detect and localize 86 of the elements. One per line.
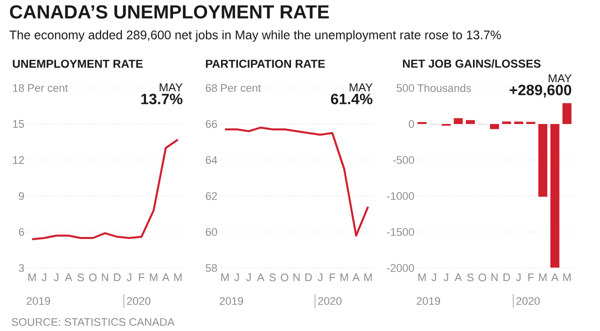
y-tick-label: 66 [206, 120, 217, 128]
x-tick-label: M [364, 274, 372, 282]
x-tick-label: J [126, 274, 132, 282]
bar [550, 124, 560, 268]
y-tick-label: 12 [13, 156, 24, 164]
x-tick-label: M [418, 274, 426, 282]
x-tick-label: J [516, 274, 521, 282]
x-tick-label: S [270, 274, 276, 282]
bar [466, 120, 475, 124]
x-tick-label: A [257, 274, 264, 282]
y-axis-title: Per cent [221, 84, 261, 92]
x-tick-label: J [234, 274, 239, 282]
x-tick-label: N [102, 274, 108, 282]
x-tick-label: F [528, 274, 534, 282]
text: 2020 [127, 297, 150, 305]
x-tick-label: D [114, 274, 121, 282]
x-tick-label: M [28, 274, 36, 282]
y-tick-label: -1000 [386, 192, 414, 200]
x-tick-label: D [504, 274, 510, 282]
text: 2019 [220, 297, 244, 305]
x-tick-label: N [293, 274, 300, 282]
x-tick-label: M [174, 274, 182, 282]
bar [502, 121, 512, 124]
y-tick-label: 15 [13, 120, 24, 128]
x-tick-label: A [551, 274, 559, 282]
x-tick-label: M [150, 274, 158, 282]
chart-title: NET JOB GAINS/LOSSES [402, 59, 541, 68]
y-tick-label: -500 [393, 156, 414, 164]
y-tick-label: -1500 [386, 228, 414, 236]
line-series [31, 138, 179, 240]
y-axis-title: Thousands [417, 84, 472, 92]
x-tick-label: J [444, 274, 448, 282]
x-tick-label: O [478, 274, 486, 282]
bar [538, 124, 548, 197]
source-note: SOURCE: STATISTICS CANADA [12, 318, 175, 326]
bar [454, 118, 463, 124]
x-tick-label: F [330, 274, 336, 282]
x-tick-label: A [162, 274, 170, 282]
annotation: +289,600 [510, 84, 572, 98]
x-tick-label: A [64, 274, 72, 282]
x-tick-label: M [340, 274, 348, 282]
text: The economy added 289,600 net jobs in May while the unemployment rate rose to 13.7% [9, 30, 501, 42]
x-tick-label: S [467, 274, 474, 282]
x-tick-label: N [491, 274, 498, 282]
y-tick-label: -2000 [386, 264, 414, 272]
x-tick-label: M [563, 274, 571, 282]
x-tick-label: J [318, 274, 322, 282]
text: 2019 [26, 297, 50, 305]
annotation: MAY [350, 83, 373, 92]
x-tick-label: J [246, 274, 251, 282]
y-tick-label: 64 [206, 156, 218, 164]
y-tick-label: 0 [408, 120, 414, 128]
y-tick-label: 6 [18, 228, 24, 236]
text: MAY [548, 74, 572, 82]
x-tick-label: A [352, 274, 360, 282]
text: 2019 [416, 297, 440, 305]
x-tick-label: D [305, 274, 312, 282]
y-axis-title: Per cent [28, 84, 68, 92]
x-tick-label: S [78, 274, 84, 282]
bar [562, 103, 572, 124]
y-tick-label: 68 [206, 84, 217, 92]
y-tick-label: 9 [18, 192, 24, 200]
text: CANADA’S UNEMPLOYMENT RATE [10, 5, 329, 19]
annotation: MAY [160, 83, 183, 92]
bar [490, 124, 500, 130]
y-tick-label: 500 [396, 84, 414, 92]
chart-title: PARTICIPATION RATE [206, 60, 325, 68]
x-tick-label: M [221, 274, 229, 282]
y-tick-label: 18 [13, 84, 24, 92]
x-tick-label: J [54, 274, 58, 282]
y-tick-label: 62 [206, 192, 217, 200]
x-tick-label: F [139, 274, 144, 282]
y-tick-label: 60 [206, 228, 218, 236]
x-tick-label: J [432, 274, 436, 282]
annotation: 13.7% [141, 94, 182, 104]
annotation: 61.4% [330, 94, 372, 104]
text: 2020 [516, 297, 540, 305]
x-tick-label: O [280, 274, 288, 282]
text: 2020 [318, 297, 342, 305]
y-tick-label: 58 [206, 264, 217, 272]
x-tick-label: A [454, 274, 462, 282]
x-tick-label: O [89, 274, 97, 282]
chart-title: UNEMPLOYMENT RATE [12, 60, 143, 68]
x-tick-label: M [539, 274, 546, 282]
y-tick-label: 3 [18, 264, 24, 272]
x-tick-label: J [42, 274, 46, 282]
